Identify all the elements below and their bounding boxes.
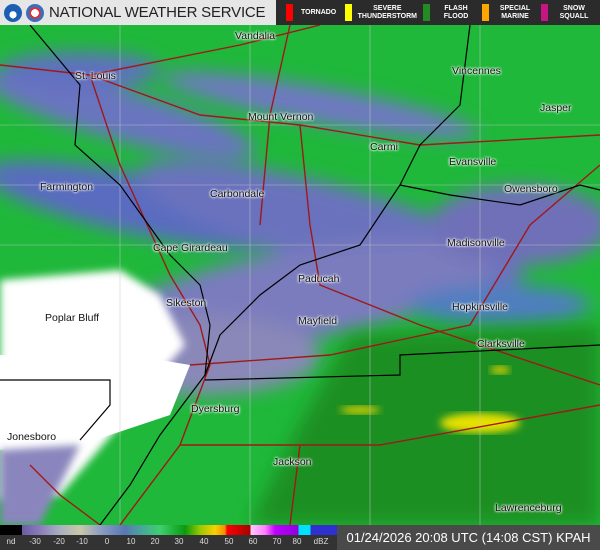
warning-swatch [423, 4, 430, 21]
scale-tick-label: 50 [224, 537, 234, 546]
city-label: Carmi [370, 141, 398, 153]
city-label: Cape Girardeau [153, 242, 228, 254]
warning-label: SNOW SQUALL [559, 4, 589, 20]
scale-tick-label: 80 [292, 537, 302, 546]
scale-tick-label: 70 [272, 537, 282, 546]
color-bar [0, 525, 337, 535]
city-label: Sikeston [166, 297, 207, 309]
city-label: Poplar Bluff [45, 312, 100, 324]
warning-legend-item: SNOW SQUALL [541, 4, 594, 21]
scale-tick-label: -10 [76, 537, 88, 546]
warning-swatch [482, 4, 489, 21]
site-title: NATIONAL WEATHER SERVICE [49, 4, 266, 21]
nws-logo-icon [26, 3, 44, 22]
city-label: Vandalia [235, 30, 276, 42]
warning-label: SPECIAL MARINE [499, 4, 531, 20]
scale-tick-label: 20 [150, 537, 160, 546]
warning-label: TORNADO [300, 8, 337, 16]
footer: nd -30 -20 -10 0 10 20 30 40 50 60 70 80 dBZ 01/24/20… [0, 525, 600, 550]
header: NATIONAL WEATHER SERVICE TORNADO SEVERE T… [0, 0, 600, 25]
scale-tick-label: 10 [126, 537, 136, 546]
city-label: Jackson [273, 456, 312, 468]
city-label: Clarksville [477, 338, 525, 350]
city-label: Mayfield [298, 315, 338, 327]
city-label: Lawrenceburg [495, 502, 562, 514]
timestamp: 01/24/2026 20:08 UTC (14:08 CST) KPAH [337, 525, 600, 550]
warning-legend-item: SEVERE THUNDERSTORM [344, 4, 417, 21]
radar-layer [0, 24, 600, 526]
dbz-color-scale: nd -30 -20 -10 0 10 20 30 40 50 60 70 80 dBZ [0, 525, 337, 550]
warning-legend-item: FLASH FLOOD [423, 4, 476, 21]
city-label: Owensboro [504, 183, 558, 195]
noaa-logo-icon [4, 3, 22, 22]
scale-tick-label: -30 [29, 537, 41, 546]
city-label: Carbondale [210, 188, 265, 200]
brand: NATIONAL WEATHER SERVICE [0, 0, 276, 25]
city-label: Hopkinsville [452, 301, 509, 313]
warning-label: SEVERE THUNDERSTORM [357, 4, 417, 20]
warning-legend: TORNADO SEVERE THUNDERSTORM FLASH FLOOD SPE… [275, 0, 600, 25]
city-label: Jasper [540, 102, 572, 114]
city-label: Jonesboro [7, 431, 57, 443]
warning-legend-item: SPECIAL MARINE [482, 4, 535, 21]
warning-legend-item: TORNADO [285, 4, 339, 21]
warning-swatch [541, 4, 548, 21]
highways [0, 24, 600, 526]
state-borders [0, 24, 600, 526]
city-label: St. Louis [75, 70, 116, 82]
timestamp-text: 01/24/2026 20:08 UTC (14:08 CST) [346, 530, 553, 545]
city-label: Vincennes [452, 65, 501, 77]
city-label: Madisonville [447, 237, 505, 249]
scale-tick-label: 40 [199, 537, 209, 546]
scale-tick-label: 60 [248, 537, 258, 546]
warning-swatch [285, 4, 293, 21]
city-label: Evansville [449, 156, 497, 168]
city-label: Paducah [298, 273, 340, 285]
radar-map[interactable]: Vandalia St. Louis Vincennes Jasper Mount Ve… [0, 24, 600, 526]
warning-swatch [344, 4, 352, 21]
scale-tick-label: dBZ [313, 537, 329, 546]
city-label: Farmington [40, 181, 94, 193]
warning-label: FLASH FLOOD [443, 4, 469, 20]
scale-tick-label: nd [6, 537, 16, 546]
scale-tick-label: -20 [53, 537, 65, 546]
city-label: Mount Vernon [248, 111, 314, 123]
scale-tick-label: 30 [174, 537, 184, 546]
scale-tick-label: 0 [104, 537, 110, 546]
city-label: Dyersburg [191, 403, 240, 415]
station-id: KPAH [556, 530, 591, 545]
